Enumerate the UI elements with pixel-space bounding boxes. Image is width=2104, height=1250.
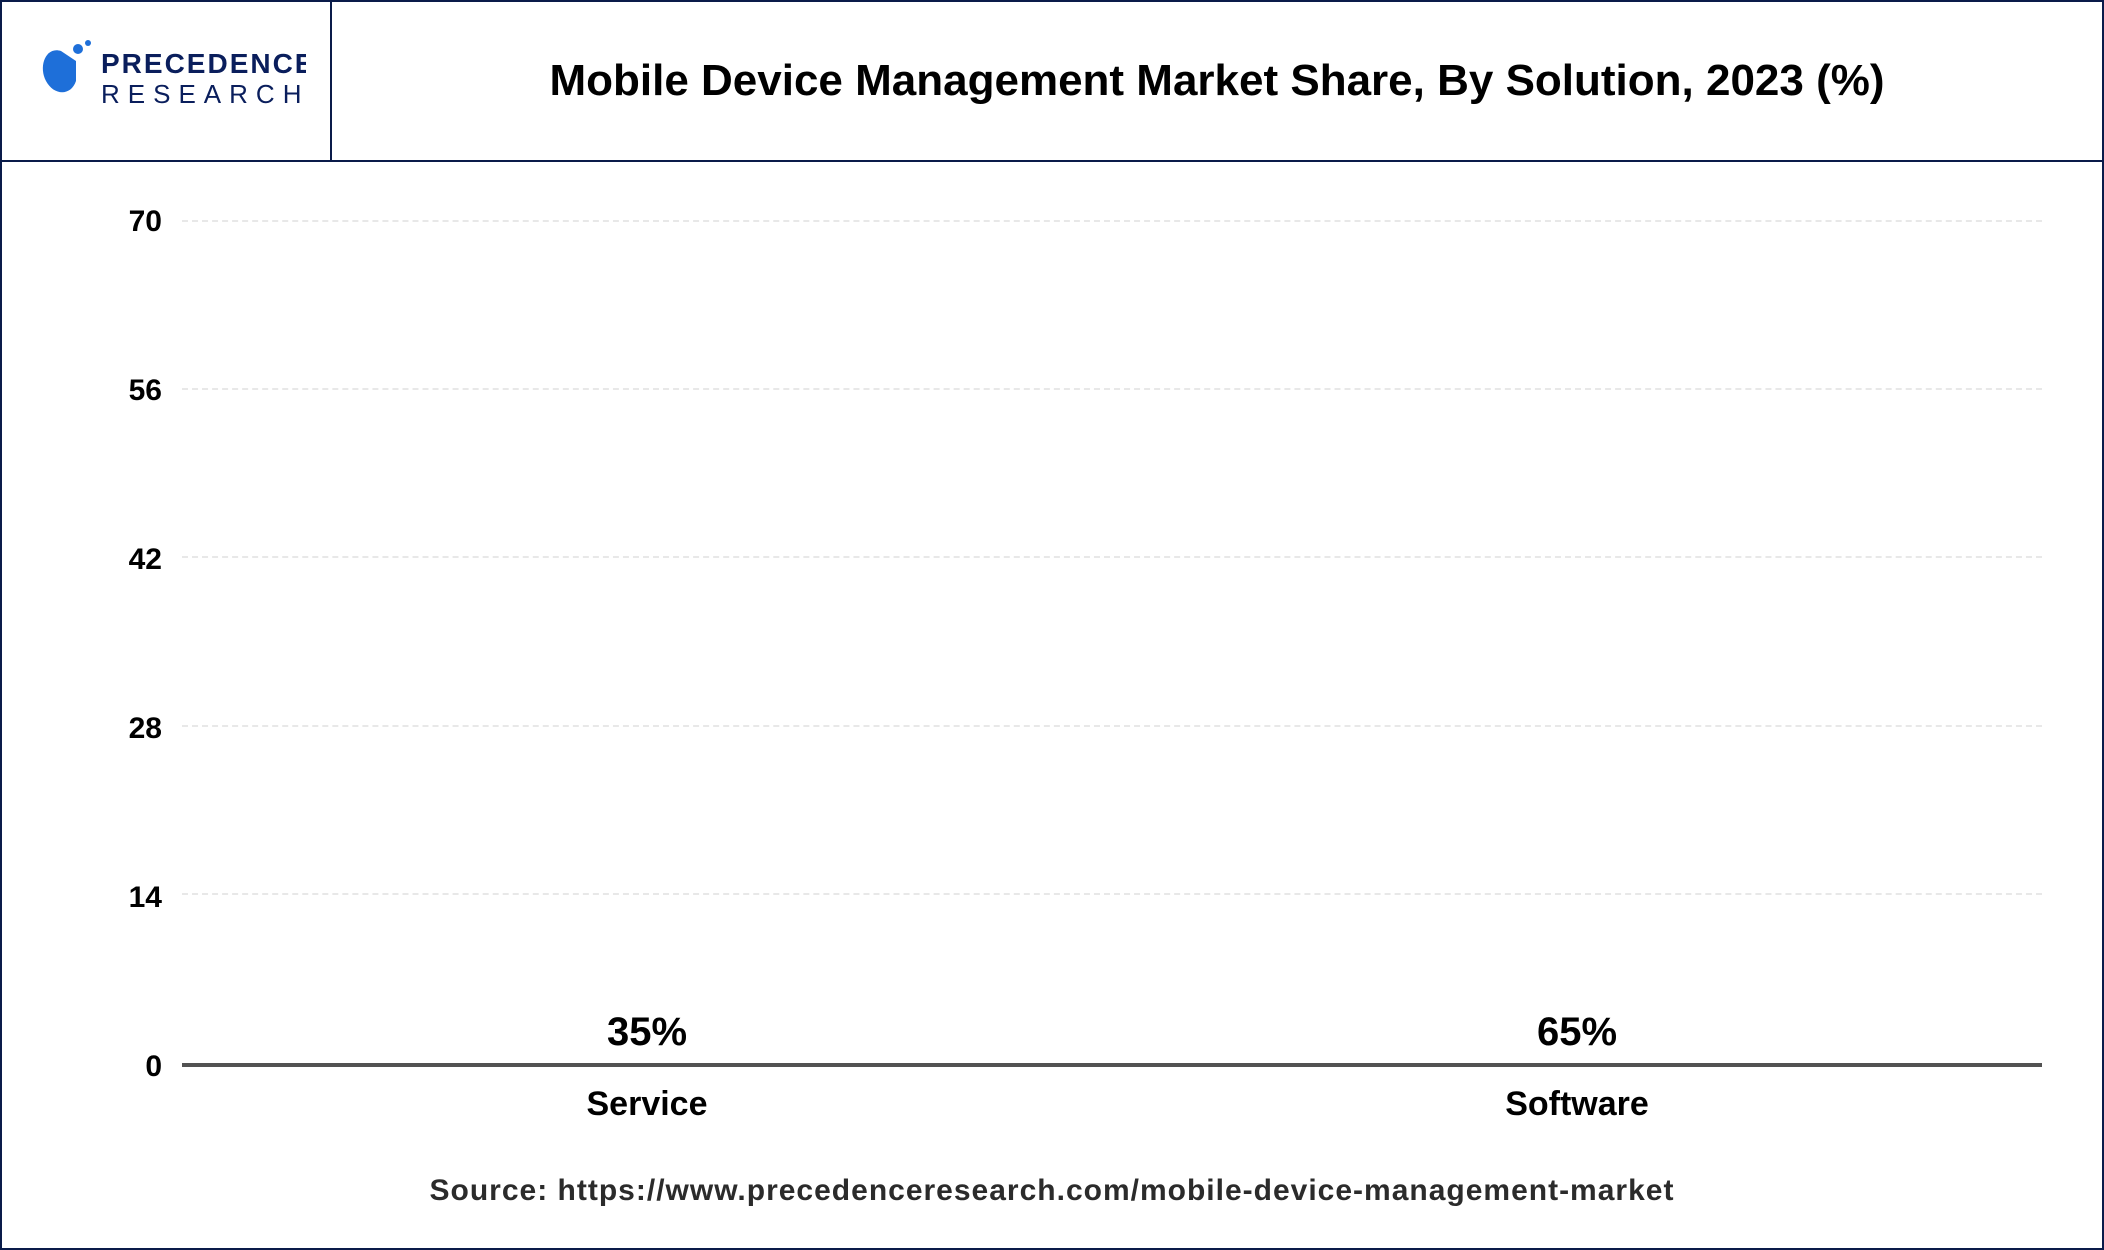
chart-body: 70564228140 35% 65% ServiceSoftware [2, 162, 2102, 1144]
chart-frame: PRECEDENCE RESEARCH Mobile Device Manage… [0, 0, 2104, 1250]
source-url: https://www.precedenceresearch.com/mobil… [558, 1174, 1675, 1207]
source-prefix: Source: [430, 1174, 558, 1207]
bar-value-label: 35% [607, 1010, 687, 1055]
gridline [182, 893, 2042, 895]
bar-value-label: 65% [1537, 1010, 1617, 1055]
bar-inner: 35% [182, 1010, 1112, 1063]
plot-wrap: 70564228140 35% 65% [62, 222, 2042, 1067]
x-axis-label: Service [182, 1085, 1112, 1124]
plot-area: 35% 65% [182, 222, 2042, 1067]
y-axis: 70564228140 [62, 222, 182, 1067]
title-cell: Mobile Device Management Market Share, B… [332, 56, 2102, 106]
precedence-logo-icon: PRECEDENCE RESEARCH [26, 31, 306, 131]
x-axis: ServiceSoftware [182, 1085, 2042, 1124]
svg-text:RESEARCH: RESEARCH [101, 79, 306, 109]
x-axis-label: Software [1112, 1085, 2042, 1124]
gridline [182, 388, 2042, 390]
chart-title: Mobile Device Management Market Share, B… [549, 56, 1884, 106]
bar-slot: 35% [182, 1010, 1112, 1063]
header-row: PRECEDENCE RESEARCH Mobile Device Manage… [2, 2, 2102, 162]
gridline [182, 556, 2042, 558]
bars-container: 35% 65% [182, 222, 2042, 1063]
gridline [182, 725, 2042, 727]
bar-slot: 65% [1112, 1010, 2042, 1063]
bar-inner: 65% [1112, 1010, 2042, 1063]
gridline [182, 220, 2042, 222]
brand-logo: PRECEDENCE RESEARCH [2, 2, 332, 160]
svg-text:PRECEDENCE: PRECEDENCE [101, 48, 306, 79]
source-text: Source: https://www.precedenceresearch.c… [2, 1144, 2102, 1248]
